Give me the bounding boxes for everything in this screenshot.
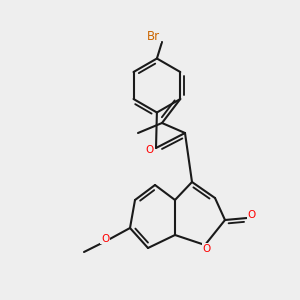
Text: O: O [248,210,256,220]
Text: O: O [202,244,211,254]
Text: Br: Br [147,29,161,43]
Text: O: O [101,233,109,244]
Text: O: O [146,145,154,154]
